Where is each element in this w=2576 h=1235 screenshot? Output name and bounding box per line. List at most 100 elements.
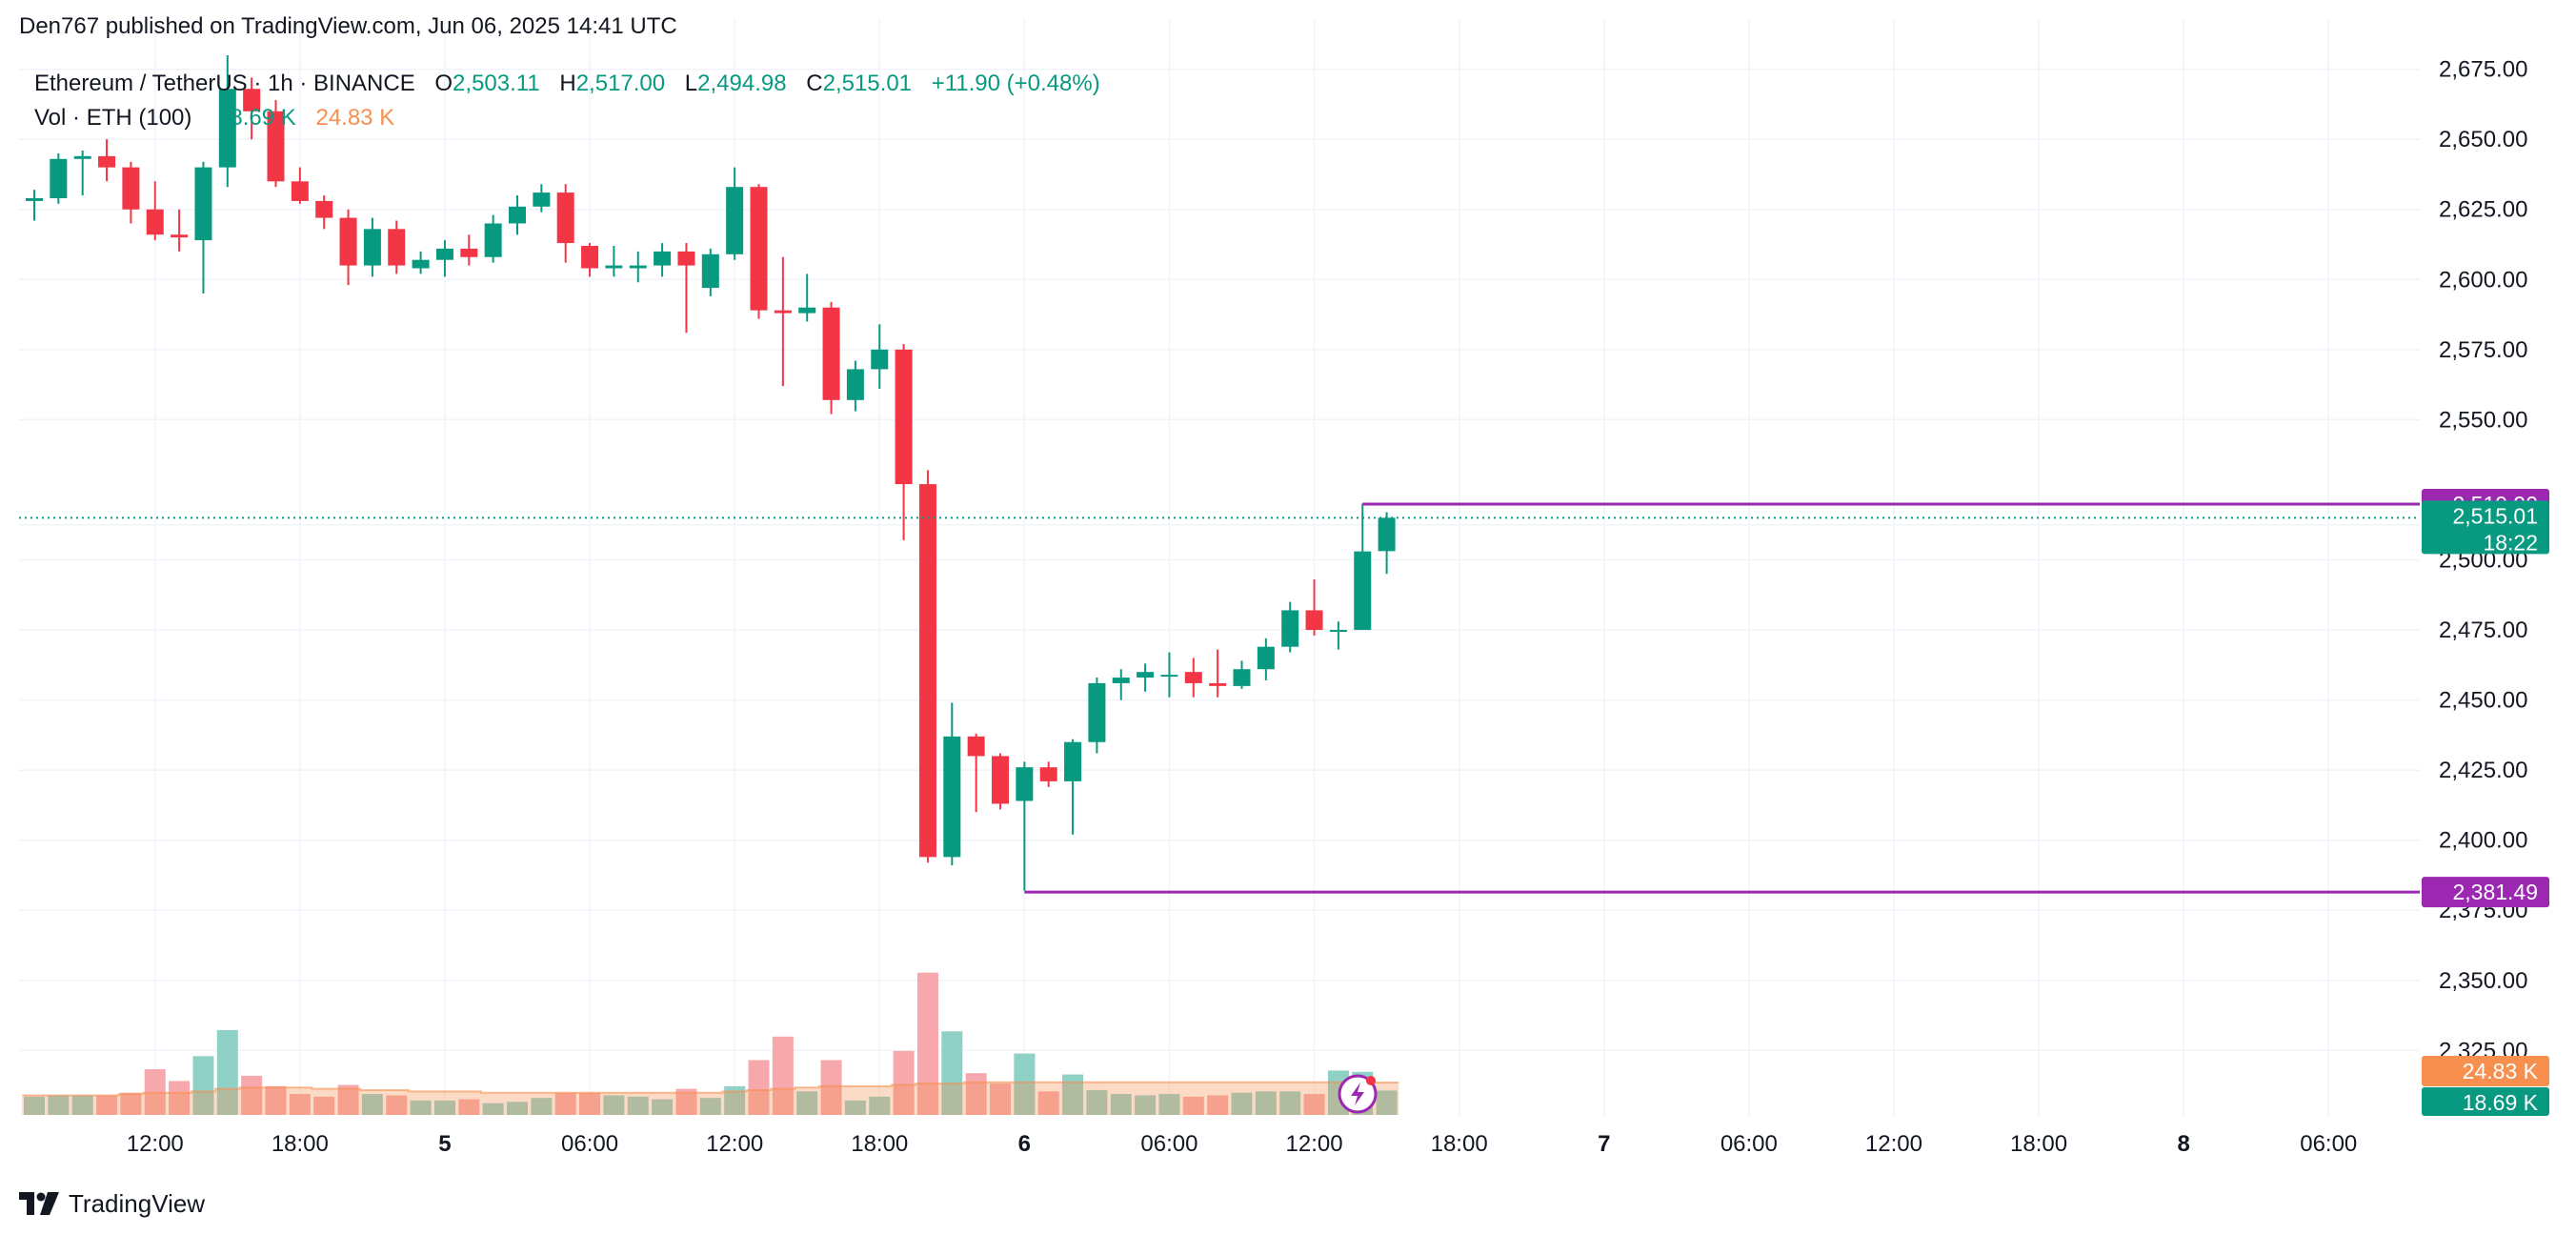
- candle-body-53: [1305, 610, 1323, 631]
- legend-volume-value: 18.69 K: [217, 105, 296, 131]
- candle-body-35: [871, 349, 889, 370]
- candle-13: [339, 209, 357, 286]
- candle-body-20: [509, 206, 526, 224]
- candle-46: [1137, 663, 1155, 692]
- candle-39: [967, 733, 985, 813]
- candle-body-44: [1088, 682, 1106, 742]
- candle-36: [895, 343, 913, 540]
- volume-bar-25: [627, 1096, 649, 1115]
- volume-bar-52: [1279, 1091, 1301, 1115]
- volume-bar-19: [482, 1103, 504, 1115]
- current-price-tag-text-0: 2,515.01: [2452, 503, 2538, 528]
- candle-body-36: [895, 349, 913, 485]
- axes: 2,675.00 2,650.00 2,625.00 2,600.00 2,575.00…: [127, 57, 2528, 1157]
- y-tick-label-1: 2,650.00: [2439, 127, 2527, 152]
- legend-ohlc-row: Ethereum / TetherUS · 1h · BINANCE O2,50…: [34, 67, 1100, 101]
- volume-bar-33: [820, 1060, 842, 1115]
- candle-body-9: [243, 89, 261, 111]
- candle-body-15: [388, 229, 406, 266]
- y-tick-label-8: 2,450.00: [2439, 688, 2527, 714]
- candle-body-55: [1354, 551, 1372, 631]
- candle-body-30: [750, 187, 768, 311]
- candle-body-54: [1329, 630, 1347, 633]
- x-tick-label-15: 06:00: [2300, 1131, 2357, 1157]
- volume-bar-44: [1086, 1089, 1108, 1115]
- candle-2: [73, 150, 91, 196]
- x-tick-label-11: 06:00: [1721, 1131, 1778, 1157]
- volume-bar-8: [216, 1029, 238, 1115]
- volume-bar-17: [433, 1100, 455, 1115]
- candle-body-27: [677, 251, 695, 266]
- volume-bar-31: [772, 1036, 794, 1115]
- volume-bar-39: [965, 1073, 987, 1115]
- x-tick-label-7: 06:00: [1140, 1131, 1197, 1157]
- volume-bar-53: [1303, 1094, 1325, 1115]
- candle-16: [412, 251, 430, 274]
- candle-47: [1160, 652, 1178, 698]
- brand-label: TradingView: [69, 1188, 206, 1218]
- publisher-line: Den767 published on TradingView.com, Jun…: [19, 13, 677, 39]
- volume-bar-6: [169, 1081, 191, 1115]
- volume-bar-43: [1062, 1074, 1084, 1115]
- candle-10: [267, 100, 285, 188]
- y-tick-label-4: 2,575.00: [2439, 337, 2527, 363]
- candle-40: [992, 753, 1009, 810]
- candle-44: [1088, 678, 1106, 754]
- y-tick-label-3: 2,600.00: [2439, 267, 2527, 293]
- volume-bar-51: [1255, 1091, 1277, 1115]
- candle-body-12: [315, 200, 333, 218]
- x-tick-label-5: 18:00: [851, 1131, 908, 1157]
- lightning-icon-badge[interactable]: [1338, 1074, 1378, 1114]
- volume-bar-27: [675, 1088, 697, 1115]
- candle-body-48: [1184, 672, 1202, 683]
- volume-bar-13: [337, 1084, 359, 1115]
- y-tick-label-9: 2,425.00: [2439, 758, 2527, 783]
- candle-42: [1039, 761, 1057, 787]
- volume-bar-42: [1037, 1091, 1059, 1115]
- candle-body-18: [460, 248, 478, 257]
- candle-21: [533, 184, 551, 213]
- volume-bar-18: [458, 1099, 480, 1115]
- candle-body-11: [291, 181, 309, 201]
- volume-bar-3: [96, 1095, 118, 1115]
- candle-body-16: [412, 259, 430, 269]
- tradingview-logo-icon: [19, 1192, 59, 1215]
- candle-56: [1378, 512, 1396, 575]
- candle-41: [1016, 761, 1034, 891]
- legend-symbol[interactable]: Ethereum / TetherUS · 1h · BINANCE: [34, 71, 415, 96]
- y-tick-label-10: 2,400.00: [2439, 828, 2527, 854]
- volume-bar-7: [192, 1056, 214, 1115]
- candle-body-10: [267, 111, 285, 182]
- legend-volume-row: Vol · ETH (100) 18.69 K 24.83 K: [34, 101, 1100, 135]
- candle-body-4: [122, 167, 140, 210]
- candle-body-8: [218, 89, 236, 168]
- volume-bar-30: [748, 1060, 770, 1115]
- candle-3: [98, 139, 116, 182]
- candle-54: [1329, 621, 1347, 650]
- volume-bar-35: [869, 1096, 891, 1115]
- horizontal-levels[interactable]: [19, 502, 2420, 894]
- candle-body-7: [194, 167, 212, 241]
- y-tick-label-5: 2,550.00: [2439, 407, 2527, 433]
- candle-body-45: [1112, 678, 1130, 683]
- candle-18: [460, 234, 478, 266]
- tradingview-brand[interactable]: TradingView: [19, 1187, 205, 1220]
- candle-body-50: [1233, 669, 1251, 686]
- candle-25: [629, 251, 647, 283]
- candle-7: [194, 161, 212, 294]
- candle-body-41: [1016, 767, 1034, 801]
- volume-bar-23: [579, 1092, 601, 1115]
- y-tick-label-2: 2,625.00: [2439, 197, 2527, 223]
- candle-body-46: [1137, 672, 1155, 678]
- legend-volume-label[interactable]: Vol · ETH (100): [34, 105, 192, 131]
- volume-bar-16: [410, 1100, 432, 1115]
- volume-bar-29: [724, 1085, 746, 1115]
- candle-38: [943, 702, 961, 866]
- level-tag-1: 2,381.49: [2422, 877, 2549, 908]
- volume-bar-40: [990, 1083, 1011, 1115]
- volume-bar-14: [361, 1094, 383, 1115]
- x-tick-label-10: 7: [1598, 1131, 1610, 1157]
